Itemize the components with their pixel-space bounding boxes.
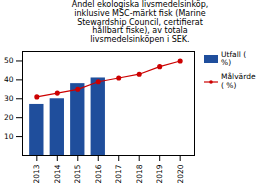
svg-text:10: 10: [4, 132, 14, 141]
svg-text:50: 50: [4, 56, 14, 65]
svg-text:2013: 2013: [32, 164, 41, 183]
html-text:Andel ekologiska livsmedelsink: Andel ekologiska livsmedelsinköp, inklus…: [71, 0, 209, 45]
html-text:Målvärde ( %): Målvärde ( %): [221, 72, 256, 90]
svg-text:2019: 2019: [155, 164, 164, 183]
svg-text:30: 30: [4, 94, 14, 103]
svg-text:2020: 2020: [176, 164, 185, 183]
html-text:Utfall ( %): Utfall ( %): [221, 50, 247, 68]
svg-text:2014: 2014: [53, 164, 62, 183]
svg-text:2016: 2016: [94, 164, 103, 183]
svg-text:40: 40: [4, 75, 14, 84]
svg-text:2017: 2017: [114, 164, 123, 183]
svg-text:2018: 2018: [135, 164, 144, 183]
svg-text:2015: 2015: [73, 164, 82, 183]
svg-text:20: 20: [4, 113, 14, 122]
